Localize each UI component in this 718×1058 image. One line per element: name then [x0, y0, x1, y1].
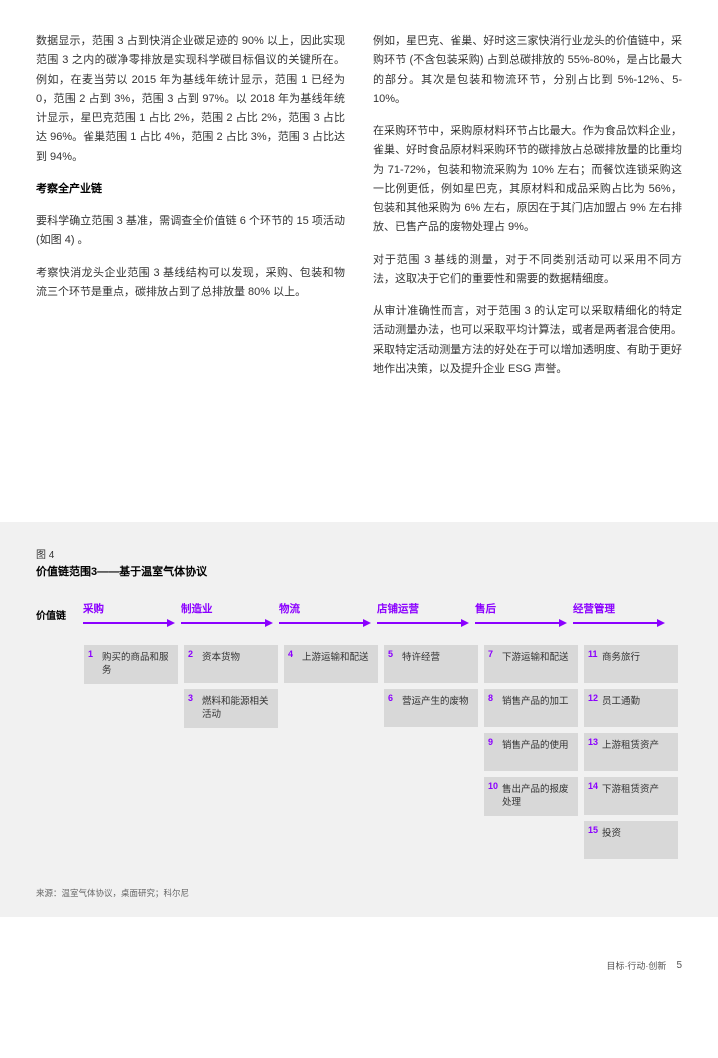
- page-footer: 目标·行动·创新 5: [36, 959, 682, 972]
- box-number: 9: [488, 737, 493, 747]
- box-text: 员工通勤: [589, 695, 672, 709]
- activity-box-11: 11商务旅行: [584, 645, 678, 683]
- box-text: 下游租赁资产: [589, 783, 672, 797]
- box-text: 营运产生的废物: [389, 695, 472, 709]
- text-columns: 数据显示，范围 3 占到快消企业碳足迹的 90% 以上，因此实现范围 3 之内的…: [36, 32, 682, 392]
- box-number: 13: [588, 737, 598, 747]
- box-number: 15: [588, 825, 598, 835]
- figure-label: 图 4: [36, 546, 682, 561]
- box-text: 上游租赁资产: [589, 739, 672, 753]
- value-chain-row: 价值链 采购制造业物流店铺运营售后经营管理: [36, 601, 682, 627]
- activity-box-9: 9销售产品的使用: [484, 733, 578, 771]
- box-text: 购买的商品和服务: [89, 651, 172, 678]
- chain-label: 价值链: [36, 607, 78, 622]
- paragraph: 在采购环节中，采购原材料环节占比最大。作为食品饮料企业，雀巢、好时食品原材料采购…: [373, 122, 682, 238]
- box-number: 7: [488, 649, 493, 659]
- activity-box-2: 2资本货物: [184, 645, 278, 683]
- box-text: 售出产品的报废处理: [489, 783, 572, 810]
- paragraph: 从审计准确性而言，对于范围 3 的认定可以采取精细化的特定活动测量办法，也可以采…: [373, 302, 682, 379]
- section-heading: 考察全产业链: [36, 183, 102, 195]
- stage-店铺运营: 店铺运营: [377, 601, 475, 627]
- footer-text: 目标·行动·创新: [606, 959, 666, 972]
- activity-box-10: 10售出产品的报废处理: [484, 777, 578, 816]
- box-text: 下游运输和配送: [489, 651, 572, 665]
- box-text: 销售产品的使用: [489, 739, 572, 753]
- activity-box-14: 14下游租赁资产: [584, 777, 678, 815]
- paragraph: 要科学确立范围 3 基准，需调查全价值链 6 个环节的 15 项活动 (如图 4…: [36, 212, 345, 251]
- right-column: 例如，星巴克、雀巢、好时这三家快消行业龙头的价值链中，采购环节 (不含包装采购)…: [373, 32, 682, 392]
- paragraph: 对于范围 3 基线的测量，对于不同类别活动可以采用不同方法，这取决于它们的重要性…: [373, 251, 682, 290]
- stage-制造业: 制造业: [181, 601, 279, 627]
- figure-source: 来源：温室气体协议，桌面研究；科尔尼: [36, 887, 682, 899]
- box-number: 5: [388, 649, 393, 659]
- box-text: 商务旅行: [589, 651, 672, 665]
- box-number: 11: [588, 649, 598, 659]
- stage-采购: 采购: [83, 601, 181, 627]
- box-number: 8: [488, 693, 493, 703]
- box-text: 特许经营: [389, 651, 472, 665]
- activity-box-6: 6营运产生的废物: [384, 689, 478, 727]
- activity-box-5: 5特许经营: [384, 645, 478, 683]
- box-text: 燃料和能源相关活动: [189, 695, 272, 722]
- box-number: 14: [588, 781, 598, 791]
- box-number: 12: [588, 693, 598, 703]
- box-number: 2: [188, 649, 193, 659]
- box-text: 投资: [589, 827, 672, 841]
- figure-title: 价值链范围3——基于温室气体协议: [36, 563, 682, 579]
- activity-box-15: 15投资: [584, 821, 678, 859]
- activity-box-3: 3燃料和能源相关活动: [184, 689, 278, 728]
- box-number: 3: [188, 693, 193, 703]
- page-number: 5: [676, 960, 682, 971]
- stage-售后: 售后: [475, 601, 573, 627]
- activity-box-7: 7下游运输和配送: [484, 645, 578, 683]
- box-text: 销售产品的加工: [489, 695, 572, 709]
- box-number: 10: [488, 781, 498, 791]
- stage-经营管理: 经营管理: [573, 601, 671, 627]
- paragraph: 考察快消龙头企业范围 3 基线结构可以发现，采购、包装和物流三个环节是重点，碳排…: [36, 264, 345, 303]
- stage-物流: 物流: [279, 601, 377, 627]
- box-text: 上游运输和配送: [289, 651, 372, 665]
- activity-box-4: 4上游运输和配送: [284, 645, 378, 683]
- box-number: 1: [88, 649, 93, 659]
- box-number: 4: [288, 649, 293, 659]
- activity-box-8: 8销售产品的加工: [484, 689, 578, 727]
- activity-box-12: 12员工通勤: [584, 689, 678, 727]
- paragraph: 数据显示，范围 3 占到快消企业碳足迹的 90% 以上，因此实现范围 3 之内的…: [36, 32, 345, 167]
- activity-box-1: 1购买的商品和服务: [84, 645, 178, 684]
- activity-box-13: 13上游租赁资产: [584, 733, 678, 771]
- box-number: 6: [388, 693, 393, 703]
- activity-boxes: 1购买的商品和服务2资本货物3燃料和能源相关活动4上游运输和配送5特许经营6营运…: [36, 645, 682, 859]
- paragraph: 例如，星巴克、雀巢、好时这三家快消行业龙头的价值链中，采购环节 (不含包装采购)…: [373, 32, 682, 109]
- left-column: 数据显示，范围 3 占到快消企业碳足迹的 90% 以上，因此实现范围 3 之内的…: [36, 32, 345, 392]
- box-text: 资本货物: [189, 651, 272, 665]
- figure-4: 图 4 价值链范围3——基于温室气体协议 价值链 采购制造业物流店铺运营售后经营…: [0, 522, 718, 917]
